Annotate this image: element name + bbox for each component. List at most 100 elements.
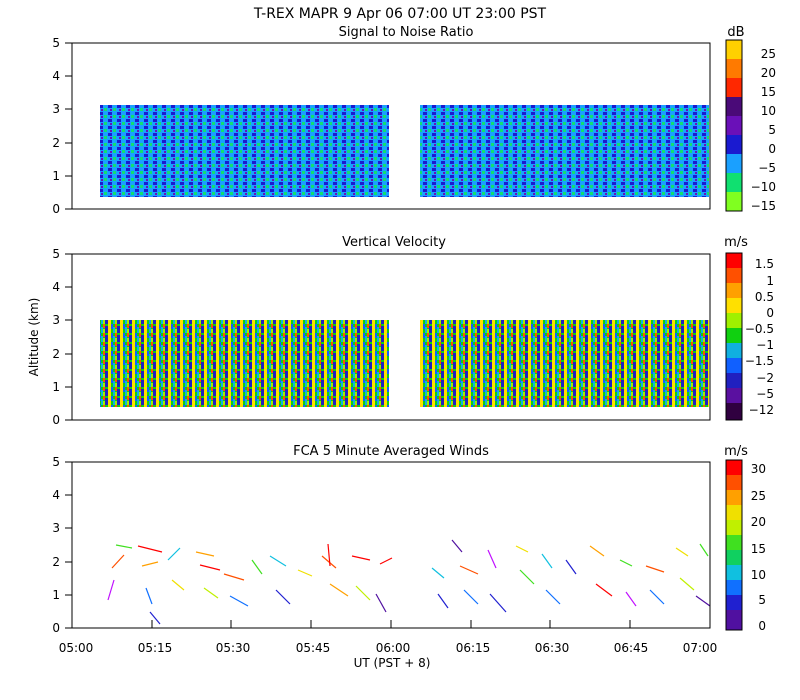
wind-plot-frame [71,461,711,629]
vv-panel: Vertical Velocity 0 1 2 3 4 5 m/s [27,235,774,427]
snr-heatmap-right-block [420,105,709,197]
wind-panel-title: FCA 5 Minute Averaged Winds [293,444,489,459]
wind-barb-shaft [649,589,665,605]
wind-colorbar-segment [726,610,742,630]
wind-barb-shaft [431,567,445,579]
y-axis-label: Altitude (km) [27,298,41,377]
wind-barb-shaft [251,559,263,575]
wind-barb-shaft [459,565,479,575]
vv-colorbar-segment [726,328,742,343]
wind-y-tick-label: 1 [52,588,60,602]
wind-barb-shaft [203,587,219,599]
vv-colorbar-segment [726,283,742,298]
wind-barb-shaft [321,555,337,569]
wind-colorbar-segment [726,505,742,520]
wind-barb-shaft [149,611,161,625]
wind-barb-shaft [645,565,665,573]
wind-barb-shaft [679,577,695,591]
wind-barb-shaft [275,589,291,605]
wind-colorbar: m/s 30 25 20 15 10 5 0 [724,444,766,633]
wind-barb-shaft [699,543,709,557]
wind-barb-shaft [145,587,153,605]
wind-barb-shaft [565,559,577,575]
vv-colorbar-segment [726,253,742,268]
x-tick-label: 06:45 [614,641,649,655]
wind-barb-shaft [327,543,331,567]
wind-barb-shaft [199,564,221,571]
wind-colorbar-segment [726,550,742,565]
vv-colorbar-label: −2 [756,371,774,385]
wind-y-tick-label: 5 [52,455,60,469]
vv-y-tick-label: 4 [52,280,60,294]
wind-barb-shaft [107,579,115,601]
wind-barb-shaft [695,595,711,607]
wind-barb-shaft [451,539,463,553]
snr-colorbar-unit: dB [727,25,744,40]
snr-y-tick-label: 1 [52,169,60,183]
snr-y-tick-label: 2 [52,136,60,150]
wind-colorbar-label: 25 [751,489,766,503]
snr-colorbar-segment [726,59,742,78]
vv-heatmap [100,320,709,407]
wind-barb-shaft [111,554,125,569]
vv-colorbar-frame [725,252,743,421]
wind-colorbar-label: 30 [751,462,766,476]
x-tick-label: 06:30 [535,641,570,655]
vv-colorbar-label: 0.5 [755,290,774,304]
wind-barb-shaft [137,545,163,553]
wind-barb-shaft [351,555,371,561]
wind-colorbar-segment [726,490,742,505]
vv-y-tick-label: 5 [52,247,60,261]
wind-barb-shaft [619,559,633,567]
snr-y-tick-label: 5 [52,36,60,50]
vv-plot-frame [71,253,711,421]
snr-colorbar-segment [726,116,742,135]
vv-y-axis: 0 1 2 3 4 5 [52,247,72,427]
wind-barb-shaft [115,544,133,549]
wind-colorbar-segment [726,460,742,475]
wind-barb-shaft [589,545,605,557]
wind-barb-shaft [195,551,215,557]
vv-colorbar-segment [726,358,742,373]
wind-colorbar-label: 20 [751,515,766,529]
snr-colorbar-segment [726,97,742,116]
snr-colorbar-segment [726,40,742,59]
vv-colorbar-segment [726,298,742,313]
vv-colorbar-label: 0 [766,306,774,320]
x-tick-label: 05:15 [138,641,173,655]
wind-barb-shaft [297,569,313,577]
snr-y-axis: 0 1 2 3 4 5 [52,36,72,216]
vv-colorbar-label: 1.5 [755,257,774,271]
wind-barb-shaft [487,549,497,569]
vv-colorbar-label: 1 [766,274,774,288]
x-tick-label: 05:00 [59,641,94,655]
wind-barb-shaft [167,547,181,561]
snr-y-tick-label: 3 [52,102,60,116]
wind-colorbar-segment [726,565,742,580]
wind-barb-shaft [519,569,535,585]
wind-panel: FCA 5 Minute Averaged Winds [52,444,766,635]
x-tick-label: 06:00 [376,641,411,655]
snr-colorbar-segment [726,154,742,173]
vv-colorbar-segment [726,343,742,358]
wind-colorbar-segment [726,595,742,610]
vv-colorbar-label: −1.5 [745,354,774,368]
vv-colorbar-label: −5 [756,387,774,401]
x-tick-label: 05:45 [296,641,331,655]
vv-y-tick-label: 0 [52,413,60,427]
snr-colorbar-label: −5 [758,161,776,175]
wind-barb [107,539,711,625]
x-tick-label: 05:30 [216,641,251,655]
wind-barb-shaft [375,593,387,613]
wind-colorbar-segment [726,580,742,595]
snr-colorbar-segment [726,135,742,154]
vv-colorbar-segment [726,268,742,283]
vv-colorbar-label: −12 [749,403,774,417]
wind-barb-shaft [437,593,449,609]
snr-colorbar-label: 10 [761,104,776,118]
wind-colorbar-unit: m/s [724,444,748,459]
vv-colorbar-segment [726,403,742,420]
wind-barb-shaft [489,593,507,613]
wind-barb-shaft [541,553,553,569]
wind-colorbar-segment [726,475,742,490]
